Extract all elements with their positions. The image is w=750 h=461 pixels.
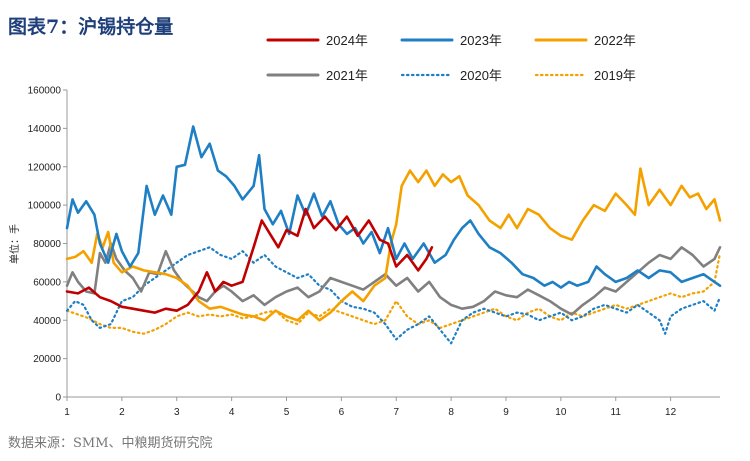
- legend-label-2023: 2023年: [460, 33, 502, 48]
- series-line-2024: [65, 207, 434, 314]
- y-tick-label: 0: [55, 393, 61, 404]
- x-tick-label: 6: [339, 407, 345, 418]
- y-tick-label: 160000: [28, 86, 62, 97]
- series-line-2019: [65, 252, 722, 335]
- y-axis-label: 单位：手: [8, 224, 21, 264]
- legend-label-2020: 2020年: [460, 68, 502, 83]
- x-tick-label: 4: [229, 407, 235, 418]
- x-tick-label: 12: [665, 407, 677, 418]
- y-tick-label: 80000: [33, 239, 61, 250]
- x-tick-label: 2: [119, 407, 125, 418]
- legend-label-2022: 2022年: [594, 33, 636, 48]
- y-tick-label: 140000: [28, 124, 62, 135]
- series-line-2021: [65, 242, 722, 316]
- chart-axes: 0 20000 40000 60000 80000 100000 120000 140000 1…: [28, 86, 720, 418]
- series-layer: [65, 125, 722, 345]
- series-line-2022: [65, 167, 722, 322]
- y-tick-label: 20000: [33, 354, 61, 365]
- x-tick-label: 11: [611, 407, 622, 418]
- y-tick-label: 60000: [33, 277, 61, 288]
- x-tick-label: 1: [64, 407, 70, 418]
- chart-title: 图表7：沪锡持仓量: [8, 16, 174, 38]
- x-tick-label: 7: [393, 407, 399, 418]
- chart-legend: 2024年 2023年 2022年 2021年 2020年 2019年: [266, 33, 636, 83]
- x-tick-label: 5: [284, 407, 290, 418]
- data-source-note: 数据来源：SMM、中粮期货研究院: [8, 436, 213, 451]
- y-tick-label: 100000: [28, 201, 62, 212]
- series-line-2023: [65, 125, 722, 289]
- x-tick-label: 9: [503, 407, 509, 418]
- x-tick-label: 10: [555, 407, 567, 418]
- y-tick-label: 120000: [28, 162, 62, 173]
- legend-label-2019: 2019年: [594, 68, 636, 83]
- y-tick-label: 40000: [33, 316, 61, 327]
- legend-label-2024: 2024年: [326, 33, 368, 48]
- series-line-2020: [65, 246, 722, 345]
- x-tick-label: 8: [448, 407, 454, 418]
- legend-label-2021: 2021年: [326, 68, 368, 83]
- x-tick-label: 3: [174, 407, 180, 418]
